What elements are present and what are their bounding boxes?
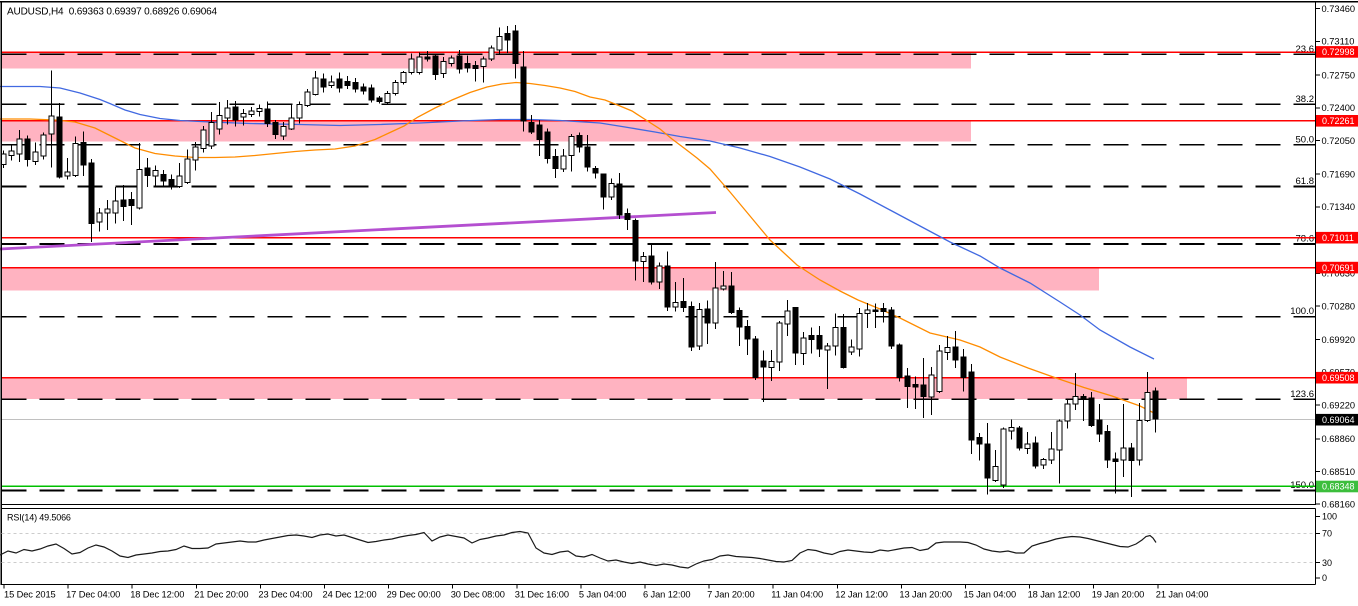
svg-text:100: 100 xyxy=(1322,512,1337,522)
svg-text:21 Dec 20:00: 21 Dec 20:00 xyxy=(194,590,248,600)
svg-text:29 Dec 00:00: 29 Dec 00:00 xyxy=(387,590,441,600)
svg-text:11 Jan 04:00: 11 Jan 04:00 xyxy=(771,590,823,600)
svg-text:RSI(14) 49.5066: RSI(14) 49.5066 xyxy=(7,513,71,523)
svg-text:123.6: 123.6 xyxy=(1290,389,1314,400)
svg-text:0.72261: 0.72261 xyxy=(1322,116,1355,126)
svg-text:0.71690: 0.71690 xyxy=(1322,170,1356,180)
svg-text:15 Dec 2015: 15 Dec 2015 xyxy=(4,590,56,600)
svg-text:19 Jan 20:00: 19 Jan 20:00 xyxy=(1092,590,1145,600)
svg-text:0.71340: 0.71340 xyxy=(1322,202,1356,212)
svg-text:0.68348: 0.68348 xyxy=(1322,482,1355,492)
svg-text:12 Jan 12:00: 12 Jan 12:00 xyxy=(835,590,888,600)
svg-text:0.70280: 0.70280 xyxy=(1322,301,1356,311)
svg-text:AUDUSD,H4 0.69363 0.69397 0.6: AUDUSD,H4 0.69363 0.69397 0.68926 0.6906… xyxy=(7,7,218,18)
svg-text:0.72750: 0.72750 xyxy=(1322,70,1356,80)
svg-text:0: 0 xyxy=(1322,573,1327,583)
svg-text:0.72400: 0.72400 xyxy=(1322,103,1356,113)
svg-text:50.0: 50.0 xyxy=(1296,134,1315,145)
svg-text:24 Dec 12:00: 24 Dec 12:00 xyxy=(323,590,377,600)
svg-text:23 Dec 04:00: 23 Dec 04:00 xyxy=(258,590,312,600)
svg-text:78.6: 78.6 xyxy=(1296,234,1315,245)
svg-text:70: 70 xyxy=(1322,529,1332,539)
svg-text:0.70630: 0.70630 xyxy=(1322,269,1356,279)
svg-text:100.0: 100.0 xyxy=(1290,306,1314,317)
svg-text:23.6: 23.6 xyxy=(1296,44,1315,55)
svg-text:0.73110: 0.73110 xyxy=(1322,37,1355,47)
svg-text:30: 30 xyxy=(1322,558,1332,568)
svg-text:5 Jan 04:00: 5 Jan 04:00 xyxy=(579,590,627,600)
svg-text:61.8: 61.8 xyxy=(1296,176,1315,187)
svg-text:6 Jan 12:00: 6 Jan 12:00 xyxy=(643,590,691,600)
svg-text:0.68160: 0.68160 xyxy=(1322,500,1356,510)
svg-text:0.68860: 0.68860 xyxy=(1322,434,1356,444)
svg-text:0.68510: 0.68510 xyxy=(1322,467,1356,477)
svg-text:21 Jan 04:00: 21 Jan 04:00 xyxy=(1156,590,1209,600)
svg-text:0.70691: 0.70691 xyxy=(1322,263,1355,273)
svg-text:18 Jan 12:00: 18 Jan 12:00 xyxy=(1028,590,1081,600)
svg-text:0.73460: 0.73460 xyxy=(1322,4,1356,14)
svg-text:0.69064: 0.69064 xyxy=(1322,415,1355,425)
svg-text:31 Dec 16:00: 31 Dec 16:00 xyxy=(515,590,569,600)
svg-text:30 Dec 08:00: 30 Dec 08:00 xyxy=(451,590,505,600)
svg-text:0.69920: 0.69920 xyxy=(1322,335,1356,345)
svg-text:150.0: 150.0 xyxy=(1290,480,1314,491)
svg-text:17 Dec 04:00: 17 Dec 04:00 xyxy=(66,590,120,600)
svg-text:0.69220: 0.69220 xyxy=(1322,400,1356,410)
svg-text:0.69508: 0.69508 xyxy=(1322,373,1355,383)
svg-text:7 Jan 20:00: 7 Jan 20:00 xyxy=(707,590,755,600)
svg-text:18 Dec 12:00: 18 Dec 12:00 xyxy=(130,590,184,600)
svg-text:0.72050: 0.72050 xyxy=(1322,136,1356,146)
svg-text:0.71011: 0.71011 xyxy=(1322,233,1354,243)
svg-text:38.2: 38.2 xyxy=(1296,94,1315,105)
svg-text:15 Jan 04:00: 15 Jan 04:00 xyxy=(964,590,1017,600)
svg-text:13 Jan 20:00: 13 Jan 20:00 xyxy=(899,590,952,600)
svg-text:0.72998: 0.72998 xyxy=(1322,47,1355,57)
